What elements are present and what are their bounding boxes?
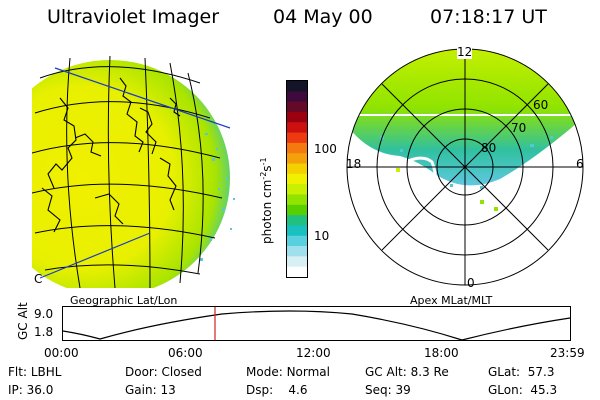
- glat-value: 57.3: [527, 365, 555, 379]
- time-tick-0000: 00:00: [44, 346, 79, 360]
- color-band: [287, 225, 307, 237]
- gcalt-value: 8.3 Re: [410, 365, 449, 379]
- time-tick-1800: 18:00: [424, 346, 459, 360]
- status-mode: Mode: Normal: [246, 365, 330, 379]
- apex-caption: Apex MLat/MLT: [410, 294, 493, 307]
- mlat-label-70: 70: [511, 121, 527, 135]
- color-scale-gradient: [287, 81, 307, 278]
- terminator-line-lower: [39, 232, 151, 279]
- status-dsp: Dsp: 4.6: [246, 383, 308, 397]
- time-tick-2359: 23:59: [550, 346, 585, 360]
- geographic-map: [32, 56, 235, 288]
- polar-grid: [346, 48, 584, 286]
- color-scale-bar: [286, 80, 308, 278]
- mlat-label-80: 80: [481, 141, 497, 155]
- color-band: [287, 173, 307, 185]
- status-ip: IP: 36.0: [8, 383, 53, 397]
- color-band: [287, 163, 307, 175]
- image-time: 07:18:17 UT: [430, 6, 547, 28]
- altitude-curve: [62, 310, 571, 341]
- glon-value: 45.3: [530, 383, 558, 397]
- color-band: [287, 235, 307, 247]
- color-band: [287, 101, 307, 113]
- edge-speckle: [200, 133, 235, 261]
- colorbar-tick-10: 10: [314, 229, 330, 243]
- time-tick-1200: 12:00: [296, 346, 331, 360]
- status-seq: Seq: 39: [365, 383, 411, 397]
- gain-label: Gain:: [125, 383, 157, 397]
- status-gain: Gain: 13: [125, 383, 176, 397]
- dsp-value: 4.6: [288, 383, 308, 397]
- ip-value: 36.0: [26, 383, 54, 397]
- altitude-axis-label: GC Alt: [16, 302, 30, 340]
- seq-value: 39: [395, 383, 411, 397]
- mode-value: Normal: [286, 365, 330, 379]
- color-band: [287, 246, 307, 257]
- door-label: Door:: [125, 365, 158, 379]
- auroral-spot-2: [494, 207, 498, 211]
- status-filter: Flt: LBHL: [8, 365, 61, 379]
- auroral-image-fill: [347, 49, 583, 186]
- color-band: [287, 256, 307, 268]
- color-band: [287, 132, 307, 144]
- mlt-label-6: 6: [576, 157, 584, 171]
- auroral-spot: [480, 200, 484, 204]
- glat-label: GLat:: [488, 365, 521, 379]
- unit-exponent-2: -1: [259, 157, 268, 166]
- earth-disk: [32, 60, 230, 288]
- glon-label: GLon:: [488, 383, 523, 397]
- flt-label: Flt:: [8, 365, 27, 379]
- door-value: Closed: [161, 365, 202, 379]
- color-band: [287, 111, 307, 123]
- color-band: [287, 142, 307, 154]
- seq-label: Seq:: [365, 383, 392, 397]
- mlt-label-0: 0: [467, 276, 475, 290]
- time-tick-0600: 06:00: [168, 346, 203, 360]
- altitude-plot-frame: [62, 306, 571, 341]
- auroral-arc: [394, 156, 437, 181]
- polar-map: [346, 48, 584, 286]
- colorbar-unit-label: photon cm-2s-1: [259, 157, 274, 244]
- color-band: [287, 91, 307, 103]
- dsp-label: Dsp:: [246, 383, 274, 397]
- altitude-tick-low: 1.8: [34, 325, 54, 339]
- unit-exponent-1: -2: [259, 171, 268, 180]
- mlt-label-12: 12: [457, 45, 473, 59]
- ip-label: IP:: [8, 383, 23, 397]
- status-glat: GLat: 57.3: [488, 365, 554, 379]
- colorbar-tick-100: 100: [314, 142, 337, 156]
- status-door: Door: Closed: [125, 365, 202, 379]
- color-band: [287, 266, 307, 278]
- color-band: [287, 122, 307, 134]
- instrument-title: Ultraviolet Imager: [47, 6, 220, 28]
- color-band: [287, 194, 307, 206]
- color-band: [287, 184, 307, 196]
- status-glon: GLon: 45.3: [488, 383, 557, 397]
- gcalt-label: GC Alt:: [365, 365, 407, 379]
- altitude-tick-high: 9.0: [34, 307, 54, 321]
- status-gc-alt: GC Alt: 8.3 Re: [365, 365, 449, 379]
- map-corner-label: C: [34, 272, 43, 286]
- auroral-spot-3: [396, 168, 400, 172]
- color-band: [287, 204, 307, 216]
- flt-value: LBHL: [30, 365, 62, 379]
- color-band: [287, 215, 307, 227]
- mode-label: Mode:: [246, 365, 283, 379]
- mlt-label-18: 18: [346, 157, 362, 171]
- unit-seconds: s: [260, 165, 274, 172]
- lat-lon-grid: [32, 56, 223, 288]
- color-band: [287, 153, 307, 165]
- image-date: 04 May 00: [273, 6, 373, 28]
- color-band: [287, 81, 307, 92]
- altitude-plot: [62, 306, 571, 341]
- coastlines: [41, 77, 181, 233]
- gain-value: 13: [160, 383, 176, 397]
- mlat-label-60: 60: [533, 98, 549, 112]
- geographic-caption: Geographic Lat/Lon: [70, 294, 178, 307]
- terminator-line: [54, 67, 231, 129]
- unit-text: photon cm: [260, 179, 274, 244]
